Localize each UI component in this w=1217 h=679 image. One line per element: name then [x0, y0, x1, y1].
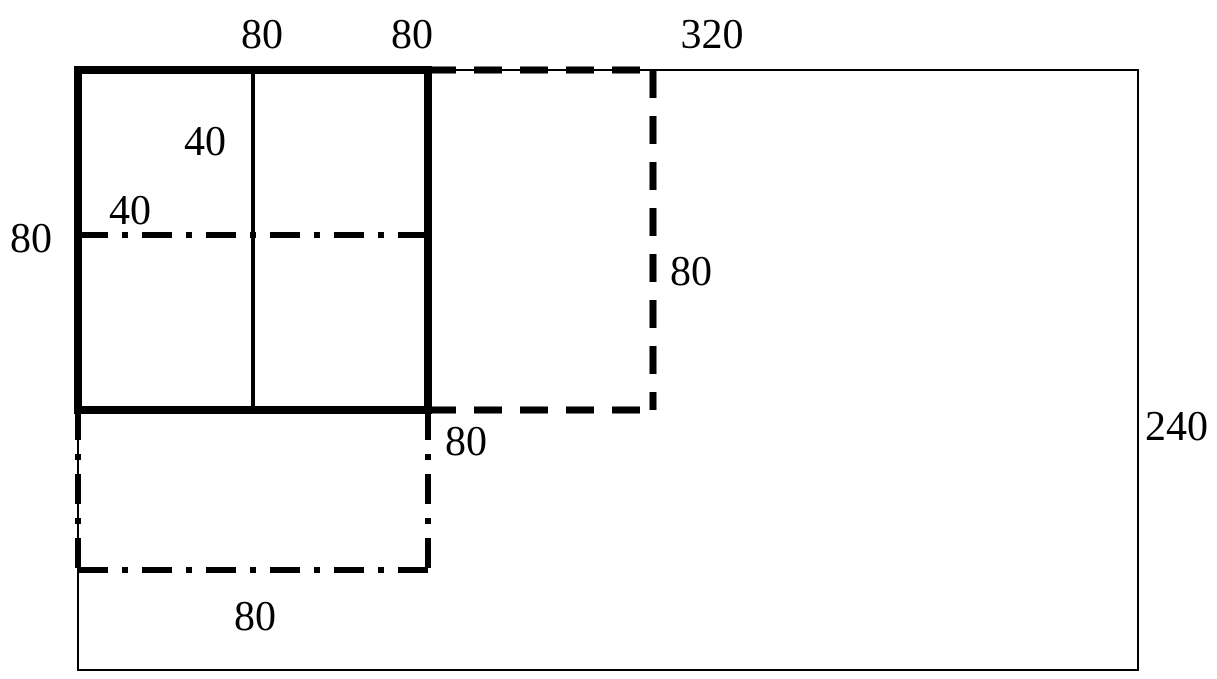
label-left-80: 80: [10, 216, 52, 262]
label-inner-40-left: 40: [109, 188, 151, 234]
outer-frame: [78, 70, 1138, 670]
label-top-80-right: 80: [391, 12, 433, 58]
label-inner-40-top: 40: [184, 119, 226, 165]
label-dashed-80: 80: [670, 249, 712, 295]
label-mid-80: 80: [445, 419, 487, 465]
label-top-320: 320: [681, 12, 744, 58]
label-bottom-80: 80: [234, 594, 276, 640]
label-right-240: 240: [1145, 404, 1208, 450]
label-top-80-left: 80: [241, 12, 283, 58]
sliding-window-diagram: 80 80 320 80 40 40 80 80 80 240: [0, 0, 1217, 679]
